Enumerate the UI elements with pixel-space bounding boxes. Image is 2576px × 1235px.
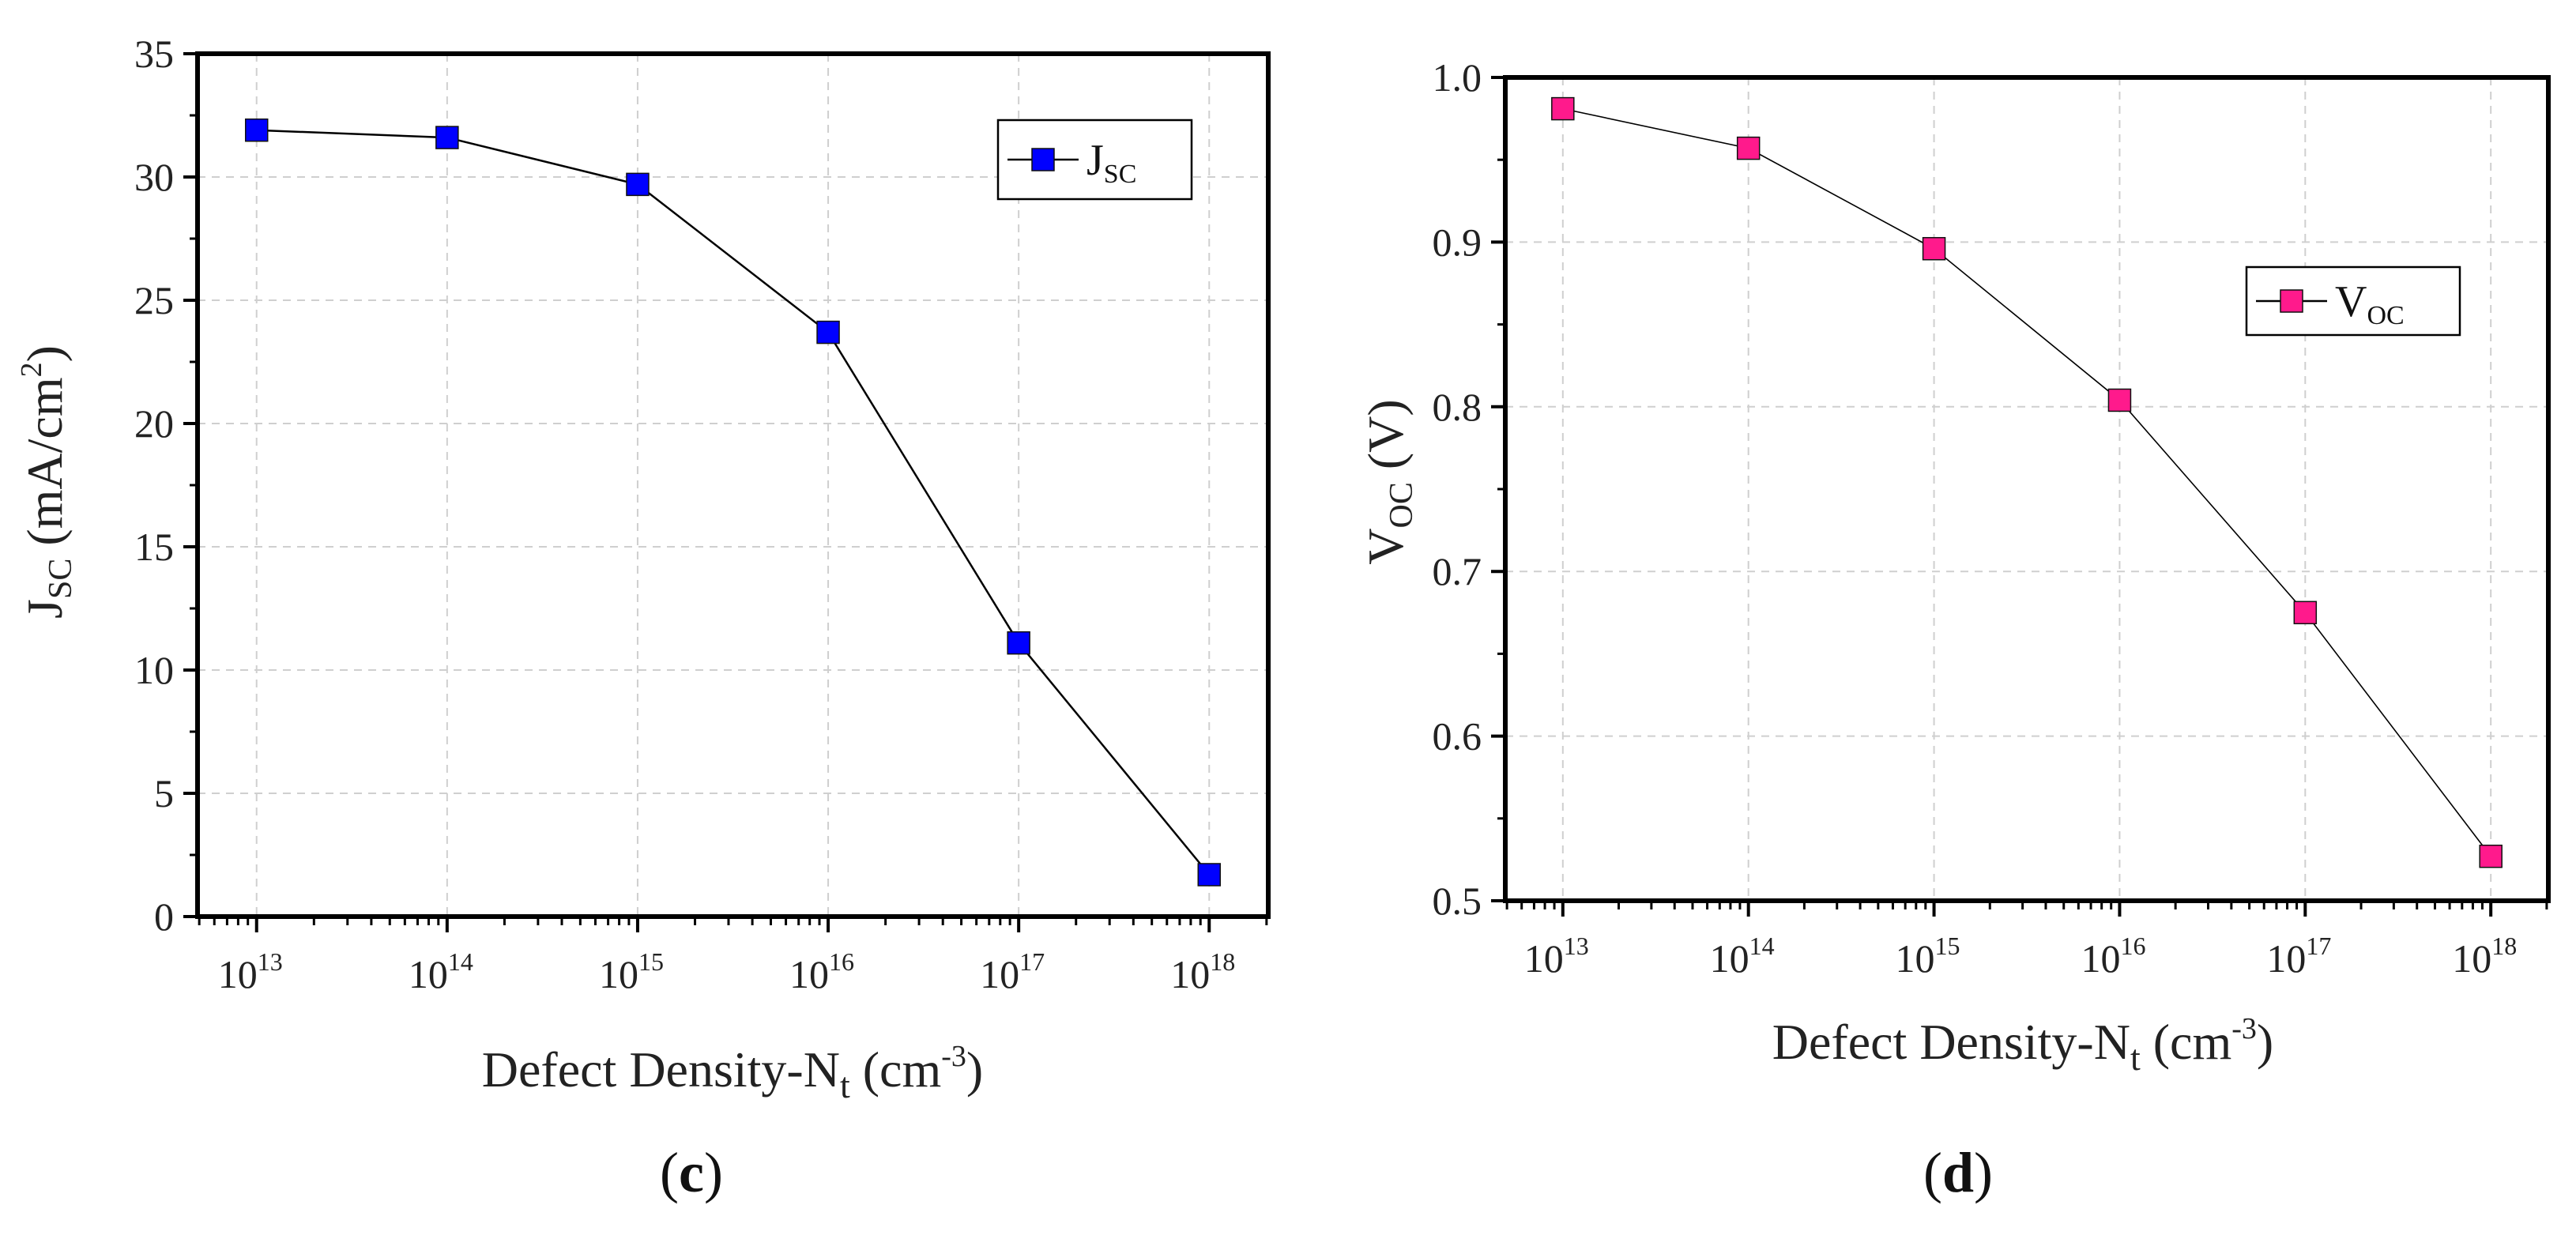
legend-marker [1031,148,1055,171]
legend-box [2245,265,2461,337]
data-point [1736,136,1761,160]
y-tick-label: 20 [134,401,174,446]
panel-label: (d) [1923,1141,1993,1204]
x-tick-label: 1013 [1524,932,1589,981]
data-point [816,320,840,345]
data-point [1551,96,1575,121]
y-tick-label: 0.8 [1433,385,1482,429]
x-tick-label: 1018 [2452,932,2517,981]
x-tick-label: 1014 [1710,932,1775,981]
data-point [2107,388,2132,412]
y-axis-title: VOC (V) [1358,399,1420,564]
series-line [256,129,1211,875]
x-tick-label: 1017 [2266,932,2331,981]
y-tick-label: 35 [134,32,174,76]
data-point [244,118,269,142]
x-tick-label: 1014 [409,947,473,996]
legend-label: JSC [1087,136,1136,189]
panel-label: (c) [660,1141,723,1204]
x-tick-label: 1015 [599,947,664,996]
data-point [2293,601,2318,625]
data-point [1922,236,1946,261]
y-axis-title: JSC (mA/cm2) [15,345,79,619]
data-point [435,126,459,149]
y-tick-label: 5 [154,771,174,815]
y-tick-label: 30 [134,155,174,199]
data-point [626,172,650,197]
plot-frame [1503,75,2551,903]
series-line [1562,107,2491,857]
legend-marker [2280,289,2303,313]
y-tick-label: 0.9 [1433,220,1482,264]
x-tick-label: 1013 [218,947,283,996]
y-tick-label: 1.0 [1433,55,1482,100]
y-tick-label: 0.7 [1433,549,1482,593]
x-tick-label: 1018 [1170,947,1235,996]
data-point [2479,844,2503,868]
data-point [1197,863,1222,887]
y-tick-label: 0 [154,894,174,939]
chart-panel-d: 0.5 0.6 0.7 0.8 0.9 1.0 1013 1014 1015 1016 1017 10… [1358,55,2551,1204]
y-tick-label: 15 [134,525,174,569]
y-tick-label: 0.6 [1433,714,1482,759]
x-tick-label: 1016 [789,947,854,996]
legend-label: VOC [2335,277,2405,330]
y-tick-label: 10 [134,648,174,692]
y-tick-label: 25 [134,278,174,322]
x-tick-label: 1017 [980,947,1045,996]
x-tick-label: 1016 [2081,932,2145,981]
x-tick-label: 1015 [1896,932,1960,981]
y-tick-label: 0.5 [1433,879,1482,923]
data-point [1007,631,1030,655]
x-axis-title: Defect Density-Nt (cm-3) [1772,1012,2273,1078]
x-axis-title: Defect Density-Nt (cm-3) [482,1040,983,1105]
